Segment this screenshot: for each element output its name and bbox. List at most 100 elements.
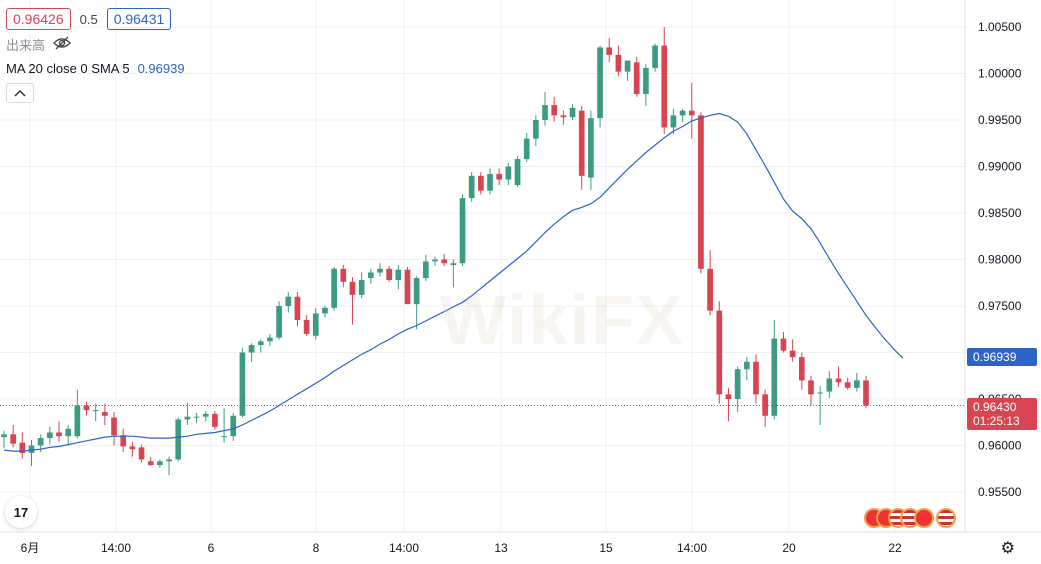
candle-body: [267, 337, 273, 342]
candle-body: [102, 412, 108, 416]
candle-body: [578, 110, 585, 176]
candle-body: [358, 279, 365, 295]
volume-label: 出来高: [6, 37, 46, 53]
swiss-flag-icon[interactable]: [914, 508, 934, 528]
candle-body: [166, 459, 172, 462]
candle-body: [340, 268, 347, 282]
candle-body: [863, 380, 869, 406]
watermark-text: WikiFX: [440, 281, 685, 359]
candle-body: [844, 382, 851, 388]
candle-body: [679, 110, 686, 116]
x-tick-label: 15: [599, 541, 613, 555]
y-tick-label: 0.99500: [978, 113, 1022, 127]
candle-body: [377, 268, 383, 273]
candle-body: [404, 269, 411, 305]
candle-body: [789, 350, 796, 358]
bid-price-button[interactable]: 0.96426: [6, 8, 71, 30]
candle-body: [734, 369, 741, 399]
x-tick-label: 14:00: [389, 541, 419, 555]
candle-body: [432, 259, 438, 262]
x-tick-label: 14:00: [101, 541, 131, 555]
candle-body: [257, 341, 264, 346]
candle-body: [624, 60, 631, 72]
candle-body: [92, 410, 99, 412]
candle-body: [542, 105, 548, 120]
candle-body: [285, 296, 292, 306]
candle-body: [688, 110, 695, 116]
candle-body: [808, 380, 814, 395]
candle-body: [367, 272, 374, 279]
bar-countdown: 01:25:13: [973, 414, 1020, 428]
event-markers-group-1[interactable]: [864, 508, 920, 528]
collapse-legend-button[interactable]: [6, 83, 34, 103]
eye-off-icon[interactable]: [53, 36, 71, 53]
candle-body: [716, 310, 723, 395]
candle-body: [743, 361, 750, 370]
x-tick-label: 20: [782, 541, 796, 555]
x-tick-label: 13: [494, 541, 508, 555]
candle-body: [147, 461, 154, 466]
candle-body: [661, 45, 668, 128]
candle-body: [450, 263, 457, 266]
ma-line: [3, 112, 904, 452]
x-tick-label: 22: [888, 541, 902, 555]
candle-body: [184, 416, 191, 420]
volume-row: 出来高: [6, 33, 185, 55]
candle-body: [19, 442, 26, 453]
settings-gear-icon[interactable]: ⚙: [1000, 540, 1015, 557]
candle-body: [725, 394, 732, 399]
candle-body: [56, 432, 62, 437]
candle-body: [138, 447, 145, 460]
candle-body: [47, 432, 53, 439]
candle-body: [1, 434, 7, 438]
candle-body: [459, 198, 466, 264]
candle-body: [65, 428, 72, 437]
candle-body: [157, 461, 163, 466]
x-tick-label: 6月: [21, 541, 40, 555]
candle-body: [487, 173, 493, 191]
candle-body: [239, 352, 246, 416]
candle-body: [853, 380, 860, 388]
candle-body: [221, 436, 227, 438]
candle-body: [560, 115, 567, 118]
candle-body: [707, 268, 713, 311]
y-tick-label: 1.00500: [978, 20, 1022, 34]
candle-body: [798, 357, 805, 381]
candle-body: [413, 278, 420, 305]
candle-body: [588, 118, 594, 178]
candle-body: [74, 405, 81, 437]
candle-body: [643, 67, 649, 94]
last-price-tag: 0.96430 01:25:13: [967, 398, 1037, 430]
ma-value: 0.96939: [137, 60, 185, 76]
ma-label: MA 20 close 0 SMA 5: [6, 60, 130, 76]
x-tick-label: 6: [208, 541, 215, 555]
candle-body: [478, 175, 484, 191]
candle-body: [615, 54, 622, 72]
candle-body: [606, 47, 613, 55]
candle-body: [496, 173, 503, 180]
candle-body: [230, 415, 237, 437]
tradingview-logo-icon[interactable]: 17: [5, 496, 37, 528]
last-price-value: 0.96430: [973, 400, 1017, 414]
y-tick-label: 0.96000: [978, 439, 1022, 453]
ask-price-button[interactable]: 0.96431: [106, 8, 172, 30]
candle-body: [212, 413, 218, 427]
candle-body: [349, 281, 356, 295]
ma-row[interactable]: MA 20 close 0 SMA 5 0.96939: [6, 57, 185, 79]
candle-body: [193, 416, 200, 418]
candle-body: [28, 445, 35, 453]
y-tick-label: 0.98000: [978, 253, 1022, 267]
candle-body: [322, 307, 328, 314]
candle-body: [331, 268, 337, 308]
y-tick-label: 0.98500: [978, 206, 1022, 220]
candle-body: [826, 378, 833, 392]
candle-body: [569, 107, 576, 118]
candle-body: [120, 435, 127, 447]
event-markers-group-2[interactable]: [914, 508, 956, 528]
candle-body: [753, 361, 759, 395]
candle-body: [37, 438, 44, 446]
us-flag-icon[interactable]: [936, 508, 956, 528]
candle-body: [386, 268, 392, 280]
